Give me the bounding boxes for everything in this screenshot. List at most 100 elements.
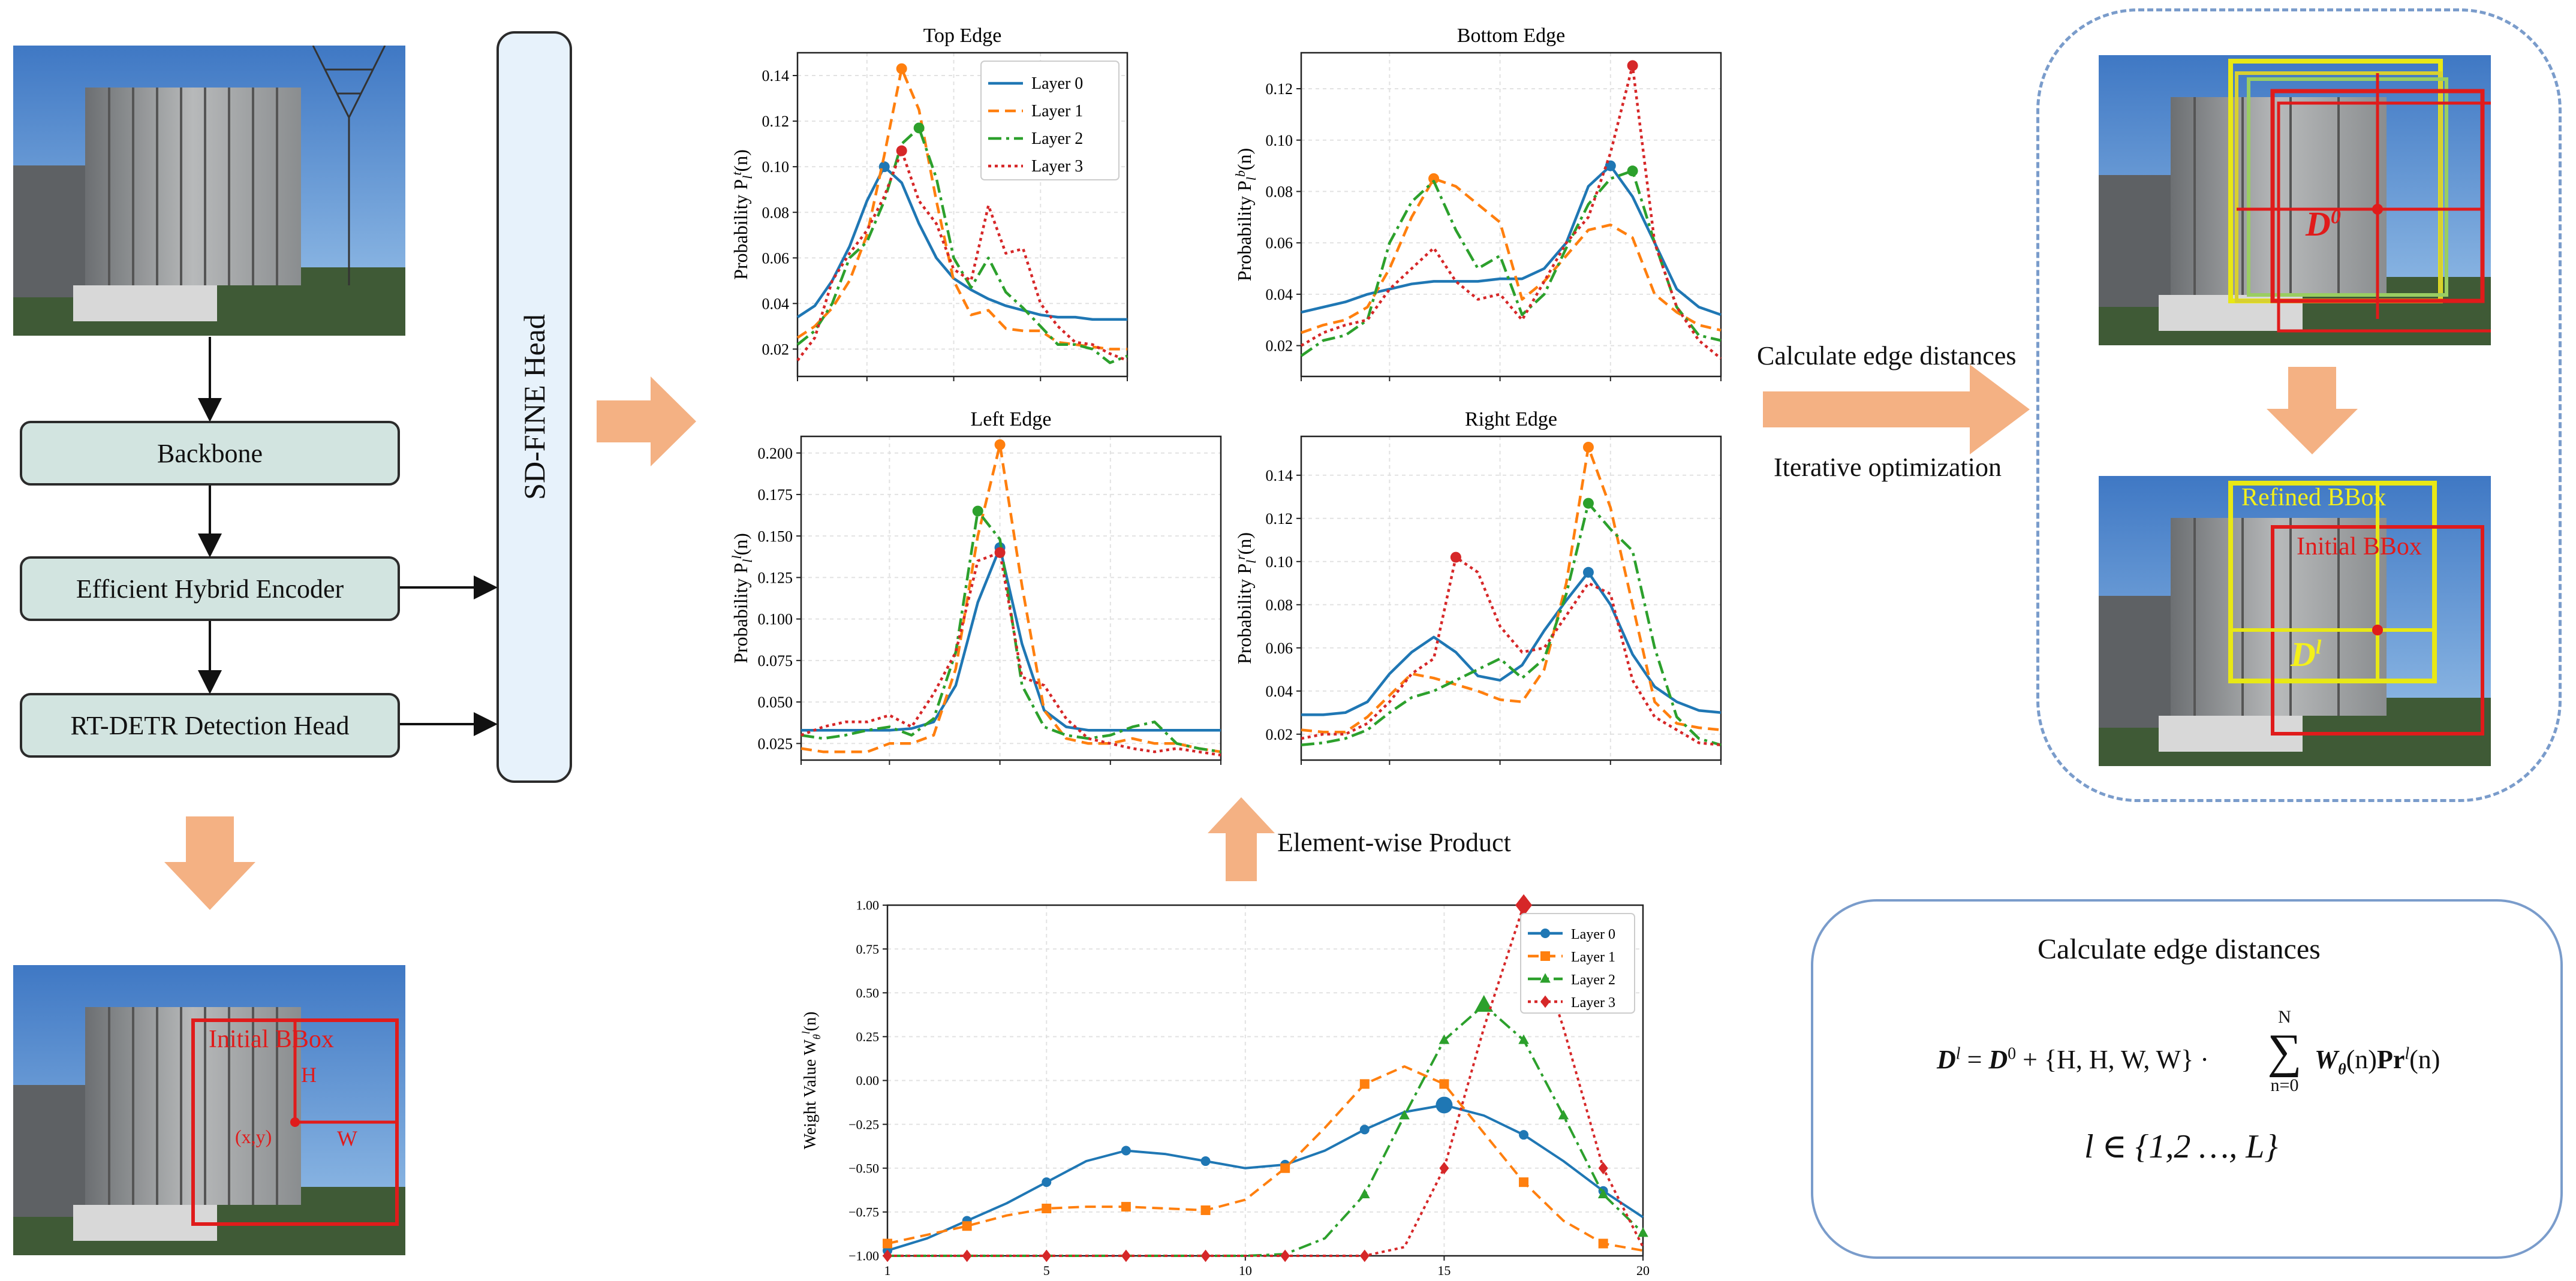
y-tick-label: 0.08 [762,204,790,221]
encoder-block: Efficient Hybrid Encoder [20,556,400,621]
x-tick-label: 10 [1239,1263,1252,1278]
data-point-layer-3 [962,1249,972,1262]
initial-bbox-photo: Initial BBox H W (x,y) [13,965,405,1255]
series-line-layer-0 [796,165,1127,321]
xy-label: (x,y) [235,1126,272,1147]
y-tick-label: 0.06 [1266,640,1293,657]
y-tick-label: 0.075 [758,652,793,670]
y-tick-label: 0.00 [856,1073,880,1088]
y-axis-label: Weight Value Wθl(n) [800,1012,823,1150]
data-point-layer-3 [1515,894,1533,917]
encoder-label: Efficient Hybrid Encoder [76,574,344,604]
y-tick-label: 0.02 [1266,726,1293,743]
data-point-layer-2 [1597,1189,1609,1199]
y-axis-label-arg: (n) [1233,532,1255,554]
y-tick-label: −0.50 [848,1161,879,1175]
legend-marker-layer-2 [1540,973,1551,983]
plot-frame [796,52,1128,378]
x-tick-label: 15 [1437,1263,1450,1278]
peak-point-layer-3 [1627,60,1638,71]
initial-bbox-label: Initial BBox [209,1026,334,1053]
peak-point-layer-1 [896,63,907,74]
y-tick-label: 0.50 [856,985,880,1000]
data-point-layer-1 [1598,1238,1608,1249]
y-axis-label: Probability Plr(n) [1233,532,1259,664]
right-arrow-head [597,376,696,466]
legend-label-layer-3: Layer 3 [1571,995,1615,1011]
series-line-layer-1 [801,443,1221,753]
data-point-layer-1 [1280,1163,1290,1173]
y-axis-label-main: Probability P [730,179,751,280]
y-axis-label-arg: (n) [730,533,751,555]
data-point-layer-0 [1359,1125,1370,1135]
data-point-layer-1 [1200,1205,1211,1215]
down-arrow-left [164,816,255,910]
legend-label-layer-2: Layer 2 [1031,129,1083,148]
legend-box [980,61,1120,180]
y-tick-label: 0.12 [762,113,790,130]
data-point-layer-0 [1436,1096,1453,1114]
y-tick-label: 0.75 [856,942,880,957]
data-point-layer-1 [1121,1202,1131,1212]
data-point-layer-3 [1598,1162,1608,1175]
data-point-layer-0 [1042,1177,1052,1187]
data-point-layer-2 [1558,1110,1569,1120]
y-axis-label-sub: l [1244,177,1259,180]
series-line-layer-2 [801,510,1221,753]
formula-title: Calculate edge distances [2038,933,2321,965]
peak-point-layer-1 [994,439,1006,450]
substation-photo [13,46,405,336]
chart-right-edge: 151015200.020.040.060.080.100.120.14Righ… [1233,408,1722,765]
plot-frame [800,435,1222,761]
y-axis-label-sub: θ [811,1034,823,1039]
series-line-layer-2 [796,126,1128,364]
y-axis-label-sup: b [1233,170,1248,177]
x-tick-label: 1 [884,1263,891,1278]
h-label: H [301,1063,317,1087]
peak-point-layer-3 [1450,551,1461,563]
dl-photo: Refined BBox Initial BBox Dl [2099,476,2491,766]
data-point-layer-3 [1439,1162,1449,1175]
chart-title: Top Edge [923,25,1002,47]
y-axis-label-arg: (n) [1233,148,1255,170]
chart-top-edge: 151015200.020.040.060.080.100.120.14Top … [729,25,1128,381]
x-tick-label: 20 [1636,1263,1650,1278]
backbone-block: Backbone [20,421,400,486]
refined-bbox-label: Refined BBox [2241,484,2387,511]
w-label: W [337,1126,357,1150]
backbone-label: Backbone [157,438,263,468]
data-point-layer-0 [1121,1146,1131,1156]
y-tick-label: 0.10 [762,158,790,176]
y-tick-label: 0.175 [758,486,793,504]
chart-left-edge: 151015200.0250.0500.0750.1000.1250.1500.… [729,408,1222,765]
series-line-layer-1 [1301,445,1722,734]
data-point-layer-2 [1359,1189,1370,1199]
data-point-layer-2 [1518,1034,1529,1044]
formula-panel [1811,899,2563,1259]
series-line-layer-2 [1301,502,1722,747]
y-axis-label-arg: (n) [801,1012,820,1032]
initial-bbox-label-2: Initial BBox [2297,533,2422,560]
series-line-layer-0 [887,1104,1644,1252]
chart-title: Right Edge [1465,408,1557,430]
down-arrow-right [2267,367,2358,454]
y-tick-label: 0.04 [1266,683,1293,700]
y-tick-label: −1.00 [848,1249,879,1264]
iterative-label: Iterative optimization [1774,453,2002,482]
y-axis-label-sup: r [1233,554,1248,560]
data-point-layer-1 [1042,1204,1052,1214]
pipeline-connectors [198,337,498,736]
data-point-layer-3 [1042,1249,1052,1262]
y-tick-label: 0.08 [1266,183,1293,201]
y-tick-label: 0.025 [758,735,793,752]
plot-frame [1300,52,1722,378]
y-tick-label: 0.10 [1266,132,1293,149]
series-line-layer-1 [887,1065,1644,1252]
d0-label: D0 [2306,204,2341,243]
formula-equation: Dl = D0 + {H, H, W, W} · N ∑ n=0 Wθ(n)Pr… [1937,1007,2440,1095]
legend-label-layer-1: Layer 1 [1571,950,1615,965]
data-point-layer-1 [1439,1079,1449,1089]
y-axis-label-main: Probability P [730,563,751,664]
up-arrow-product [1208,797,1275,881]
y-tick-label: −0.25 [848,1117,879,1132]
